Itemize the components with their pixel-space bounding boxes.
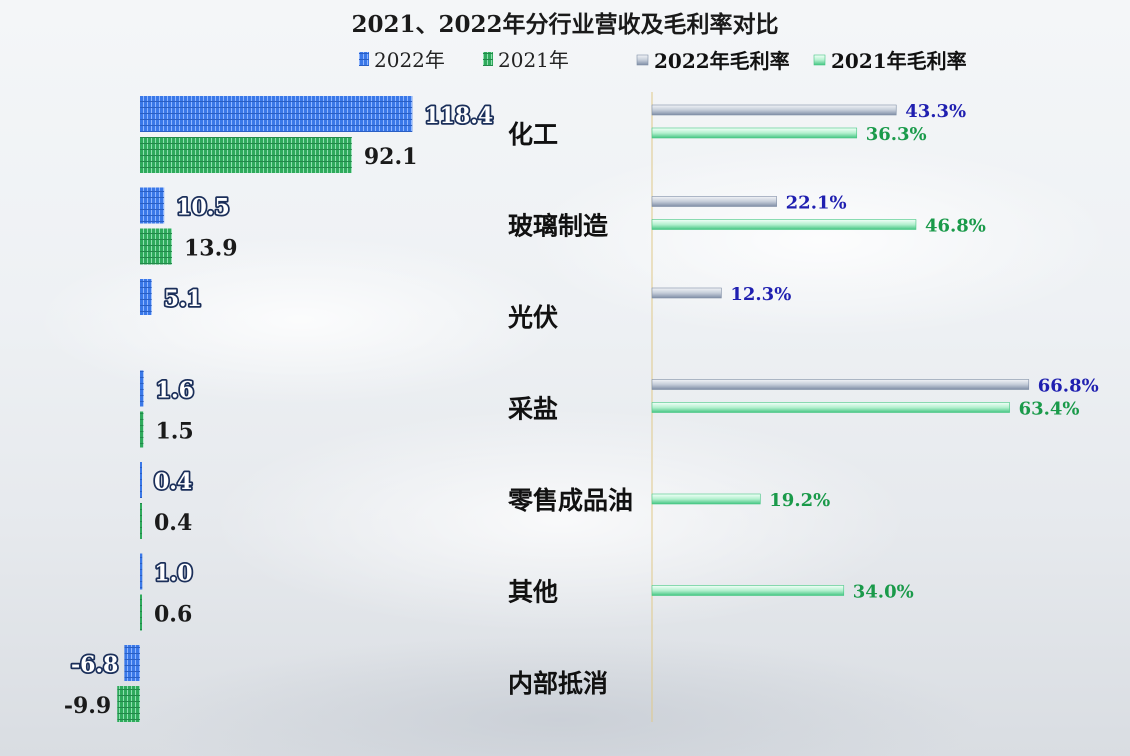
category-label: 其他 bbox=[508, 578, 558, 607]
value-label-revenue-2022: 1.6 bbox=[156, 378, 194, 404]
value-label-margin-2021: 19.2% bbox=[769, 490, 830, 511]
value-label-revenue-2021: 92.1 bbox=[364, 144, 418, 170]
bar-margin-2022 bbox=[651, 287, 722, 299]
bar-margin-2021 bbox=[651, 219, 917, 230]
plot-area: 化工 118.492.1 43.3%36.3% 玻璃制造 10.5 13.9 22.1% 46… bbox=[64, 96, 1099, 722]
legend-swatch-margin-2022 bbox=[636, 54, 649, 66]
bar-margin-2021 bbox=[651, 585, 845, 596]
bar-margin-2022 bbox=[651, 104, 897, 116]
bar-margin-2021 bbox=[651, 127, 858, 139]
legend-swatch-2022 bbox=[359, 52, 369, 66]
bar-revenue-2021 bbox=[140, 411, 144, 448]
value-label-margin-2021: 34.0% bbox=[853, 582, 914, 603]
bar-revenue-2021 bbox=[140, 137, 352, 173]
category-label: 采盐 bbox=[508, 395, 558, 424]
category-label: 光伏 bbox=[507, 303, 558, 332]
value-label-revenue-2021: 0.6 bbox=[154, 602, 192, 628]
category-label: 零售成品油 bbox=[507, 486, 633, 515]
value-label-revenue-2021: -9.9 bbox=[64, 693, 111, 719]
bar-revenue-2021 bbox=[117, 686, 140, 722]
bar-revenue-2022 bbox=[140, 96, 413, 132]
legend-label-margin-2022: 2022年毛利率 bbox=[654, 49, 790, 73]
bar-revenue-2022 bbox=[140, 187, 165, 224]
legend-label-2021: 2021年 bbox=[498, 48, 569, 72]
legend-swatch-2021 bbox=[483, 52, 493, 66]
value-label-margin-2022: 12.3% bbox=[730, 284, 791, 305]
bar-margin-2022 bbox=[651, 196, 777, 207]
bar-revenue-2022 bbox=[140, 370, 144, 407]
value-label-revenue-2022: 0.4 bbox=[154, 469, 192, 495]
bar-revenue-2021 bbox=[140, 228, 172, 265]
bar-revenue-2021 bbox=[140, 594, 142, 631]
legend: 2022年 2021年 2022年毛利率 2021年毛利率 bbox=[359, 48, 967, 73]
bar-revenue-2022 bbox=[140, 553, 143, 590]
value-label-margin-2021: 46.8% bbox=[925, 216, 986, 237]
value-label-margin-2022: 66.8% bbox=[1038, 376, 1099, 397]
value-label-margin-2022: 22.1% bbox=[786, 193, 847, 214]
legend-label-2022: 2022年 bbox=[374, 48, 445, 72]
bar-revenue-2022 bbox=[124, 645, 140, 681]
legend-label-margin-2021: 2021年毛利率 bbox=[831, 49, 967, 73]
bar-revenue-2022 bbox=[140, 279, 152, 315]
category-label: 化工 bbox=[508, 120, 558, 149]
bar-margin-2022 bbox=[651, 379, 1030, 390]
value-label-revenue-2022: 1.0 bbox=[154, 561, 192, 587]
category-label: 玻璃制造 bbox=[508, 212, 608, 241]
bar-revenue-2022 bbox=[140, 462, 142, 498]
legend-swatch-margin-2021 bbox=[813, 54, 826, 66]
value-label-margin-2022: 43.3% bbox=[905, 101, 966, 122]
value-label-revenue-2021: 1.5 bbox=[155, 419, 193, 445]
value-label-margin-2021: 36.3% bbox=[866, 124, 927, 145]
value-label-revenue-2022: 10.5 bbox=[176, 195, 230, 221]
bar-revenue-2021 bbox=[140, 503, 142, 539]
bar-margin-2021 bbox=[651, 402, 1010, 413]
value-label-revenue-2022: 5.1 bbox=[164, 286, 202, 312]
bar-margin-2021 bbox=[651, 493, 761, 505]
value-label-revenue-2022: -6.8 bbox=[71, 652, 118, 678]
value-label-revenue-2021: 0.4 bbox=[154, 510, 192, 536]
category-label: 内部抵消 bbox=[508, 669, 608, 698]
value-label-revenue-2021: 13.9 bbox=[184, 236, 238, 262]
value-label-margin-2021: 63.4% bbox=[1019, 399, 1080, 420]
value-label-revenue-2022: 118.4 bbox=[424, 103, 493, 129]
chart-title: 2021、2022年分行业营收及毛利率对比 bbox=[351, 11, 778, 38]
